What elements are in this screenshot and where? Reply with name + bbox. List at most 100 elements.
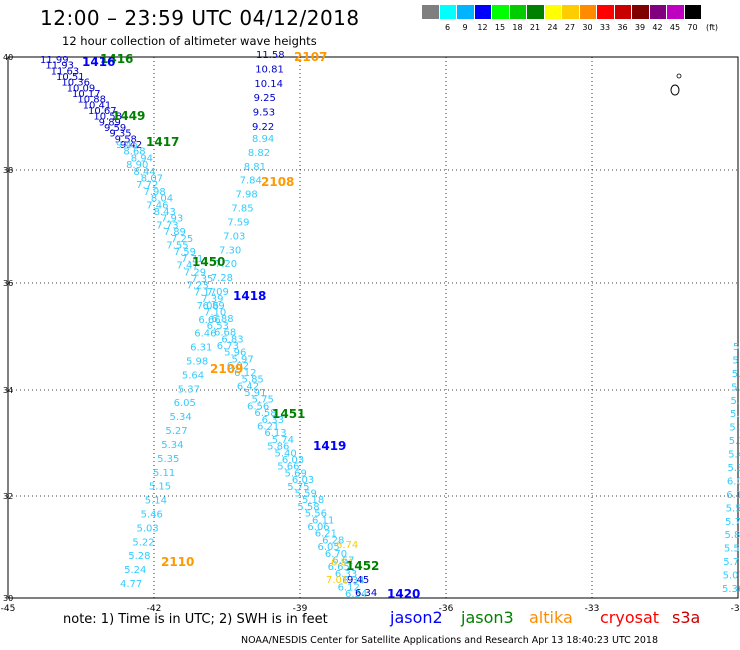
wave-height-value: 6.21 — [257, 421, 279, 432]
pass-time-label: 1452 — [346, 559, 379, 573]
wave-height-value: 5.40 — [274, 448, 296, 459]
color-swatch — [527, 5, 544, 19]
wave-height-value: 8.82 — [248, 148, 270, 159]
wave-height-value: 11.93 — [45, 61, 74, 72]
wave-height-value: 10.88 — [77, 95, 106, 106]
wave-height-value: 6.88 — [211, 314, 233, 325]
wave-height-value: 10.41 — [83, 100, 112, 111]
wave-height-value: 7.85 — [231, 204, 253, 215]
wave-height-value: 8.44 — [133, 167, 155, 178]
color-swatch — [544, 5, 561, 19]
wave-height-value: 7.01 — [326, 575, 348, 586]
pass-time-label: 1416 — [82, 55, 115, 69]
islet-outline — [676, 73, 682, 79]
wave-height-value: 6.65 — [328, 562, 350, 573]
wave-height-value: 5.56 — [305, 509, 327, 520]
wave-height-value: 6.31 — [190, 343, 212, 354]
color-swatch — [649, 5, 666, 19]
wave-height-value: 5.27 — [165, 426, 187, 437]
credit-line: NOAA/NESDIS Center for Satellite Applica… — [241, 635, 659, 646]
color-swatch — [439, 5, 456, 19]
wave-height-value: 5.69 — [285, 468, 307, 479]
wave-height-value: 5.41 — [728, 450, 740, 461]
wave-height-value: 5.22 — [132, 537, 154, 548]
wave-height-value: 7.29 — [184, 267, 206, 278]
wave-height-value: 5.15 — [149, 482, 171, 493]
wave-height-value: 6.33 — [335, 569, 357, 580]
color-scale-unit: (ft) — [706, 23, 719, 32]
wave-height-value: 7.03 — [223, 231, 245, 242]
wave-height-value: 5.97 — [231, 354, 253, 365]
color-scale-label: 21 — [529, 23, 541, 32]
pass-time-label: 2108 — [261, 175, 294, 189]
wave-height-value: 7.30 — [219, 245, 241, 256]
lon-tick-label: -39 — [293, 604, 308, 614]
lat-tick-label: 30 — [3, 594, 13, 603]
wave-height-value: 5.50 — [724, 544, 740, 555]
wave-height-value: 5.72 — [725, 517, 740, 528]
wave-height-value: 6.84 — [331, 558, 353, 569]
wave-height-value: 7.71 — [181, 254, 203, 265]
wave-height-value: 6.68 — [214, 328, 236, 339]
wave-height-value: 7.20 — [215, 259, 237, 270]
color-scale-label: 9 — [462, 23, 468, 32]
wave-height-value: 9.42 — [120, 140, 142, 151]
wave-height-value: 7.93 — [161, 214, 183, 225]
wave-height-value: 9.45 — [116, 140, 138, 151]
lat-tick-label: 38 — [3, 166, 13, 175]
wave-height-value: 10.09 — [67, 83, 96, 94]
wave-height-value: 5.30 — [728, 463, 740, 474]
wave-height-value: 6.34 — [355, 588, 377, 599]
wave-height-value: 5.75 — [287, 482, 309, 493]
wave-height-value: 7.59 — [227, 217, 249, 228]
wave-height-value: 6.21 — [315, 529, 337, 540]
wave-height-value: 10.67 — [88, 106, 117, 117]
lat-tick-label: 40 — [3, 53, 13, 62]
pass-time-label: 1451 — [272, 407, 305, 421]
color-swatch — [562, 5, 579, 19]
pass-time-label: 1416 — [100, 52, 133, 66]
wave-height-value: 7.39 — [201, 294, 223, 305]
lon-tick-label: -45 — [1, 604, 16, 614]
wave-height-value: 5.07 — [723, 571, 740, 582]
wave-height-value: 7.46 — [146, 200, 168, 211]
wave-height-value: 5.91 — [244, 388, 266, 399]
wave-height-value: 6.70 — [325, 549, 347, 560]
wave-height-value: 5.60 — [731, 396, 740, 407]
wave-height-value: 5.11 — [153, 468, 175, 479]
wave-height-value: 9.22 — [252, 122, 274, 133]
wave-height-value: 5.37 — [178, 384, 200, 395]
wave-height-value: 7.84 — [240, 176, 262, 187]
pass-time-label: 2109 — [210, 362, 243, 376]
wave-height-value: 7.35 — [191, 274, 213, 285]
color-scale-label: 24 — [547, 23, 558, 32]
pass-time-label: 2107 — [294, 50, 327, 64]
color-swatch — [614, 5, 631, 19]
wave-height-value: 6.66 — [198, 315, 220, 326]
wave-height-value: 5.59 — [295, 488, 317, 499]
wave-height-value: 5.86 — [267, 442, 289, 453]
color-scale-label: 33 — [599, 23, 611, 32]
wave-height-value: 7.55 — [166, 241, 188, 252]
color-swatch — [597, 5, 614, 19]
wave-height-value: 5.71 — [723, 557, 740, 568]
wave-height-value: 4.77 — [120, 579, 142, 590]
wave-height-value: 6.67 — [332, 555, 354, 566]
wave-height-value: 5.71 — [732, 369, 740, 380]
wave-height-value: 6.89 — [203, 301, 225, 312]
color-scale-label: 45 — [669, 23, 681, 32]
wave-height-value: 5.26 — [729, 423, 740, 434]
wave-height-value: 6.11 — [312, 515, 334, 526]
wave-height-value: 6.05 — [174, 398, 196, 409]
wave-height-value: 5.85 — [242, 375, 264, 386]
wave-height-value: 5.98 — [186, 357, 208, 368]
wave-height-value: 11.58 — [256, 50, 285, 61]
legend-entry-jason2: jason2 — [390, 608, 443, 627]
wave-height-value: 6.34 — [345, 589, 367, 600]
pass-time-label: 1417 — [146, 135, 179, 149]
wave-height-value: 6.28 — [322, 535, 344, 546]
legend-entry-s3a: s3a — [672, 608, 701, 627]
wave-height-value: 10.51 — [56, 72, 85, 83]
color-scale-label: 42 — [652, 23, 663, 32]
wave-height-value: 9.45 — [347, 575, 369, 586]
